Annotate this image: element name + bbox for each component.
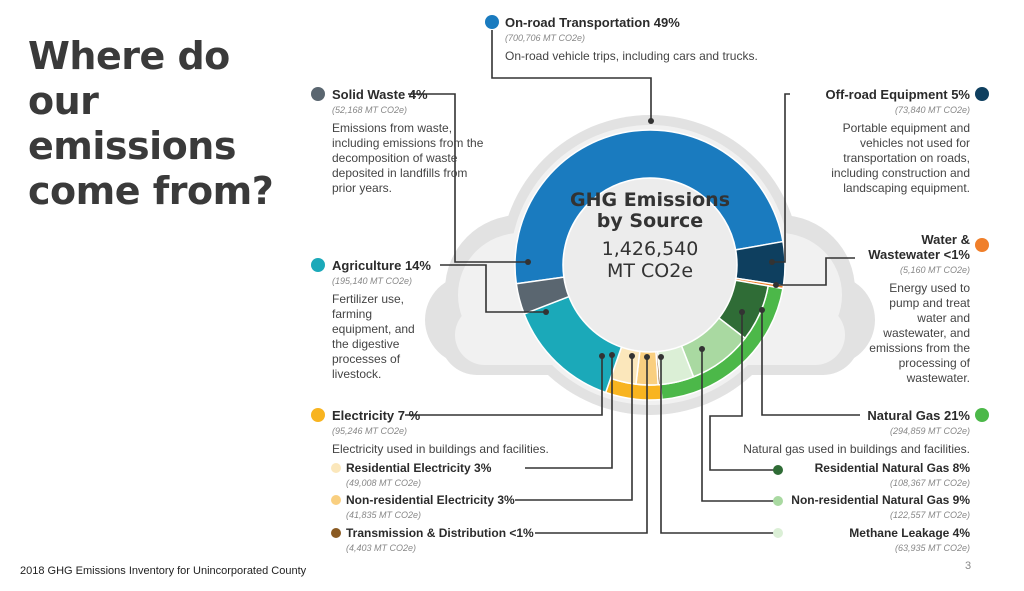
slide-title: Where do our emissions come from? bbox=[28, 34, 274, 213]
water-legend-dot bbox=[975, 238, 989, 252]
nonres-ng-dot bbox=[773, 496, 783, 506]
donut-center-label: GHG Emissions by Source 1,426,540 MT CO2… bbox=[570, 189, 731, 283]
offroad-desc: Portable equipment and vehicles not used… bbox=[831, 121, 970, 195]
res-ng-dot bbox=[773, 465, 783, 475]
agriculture-label: Agriculture 14% bbox=[332, 258, 431, 273]
methane-dot bbox=[773, 528, 783, 538]
solidwaste-label: Solid Waste 4% bbox=[332, 87, 428, 102]
center-unit: MT CO2e bbox=[606, 260, 694, 282]
td-amount: (4,403 MT CO2e) bbox=[346, 543, 417, 553]
water-amount: (5,160 MT CO2e) bbox=[899, 265, 970, 275]
agriculture-desc: Fertilizer use, farming equipment, and t… bbox=[332, 292, 415, 381]
electricity-legend-dot bbox=[311, 408, 325, 422]
water-desc: Energy used to pump and treat water and … bbox=[869, 281, 970, 385]
res-elec-dot bbox=[331, 463, 341, 473]
offroad-amount: (73,840 MT CO2e) bbox=[894, 105, 970, 115]
solidwaste-legend-dot bbox=[311, 87, 325, 101]
res-ng-label: Residential Natural Gas 8% bbox=[814, 461, 970, 475]
res-elec-label: Residential Electricity 3% bbox=[346, 461, 492, 475]
nonres-elec-amount: (41,835 MT CO2e) bbox=[346, 510, 422, 520]
offroad-legend-dot bbox=[975, 87, 989, 101]
electricity-amount: (95,246 MT CO2e) bbox=[332, 426, 408, 436]
donut-center bbox=[564, 179, 736, 351]
natgas-desc: Natural gas used in buildings and facili… bbox=[743, 442, 970, 456]
methane-amount: (63,935 MT CO2e) bbox=[894, 543, 970, 553]
nonres-elec-dot bbox=[331, 495, 341, 505]
onroad-desc: On-road vehicle trips, including cars an… bbox=[505, 49, 758, 63]
offroad-label: Off-road Equipment 5% bbox=[825, 87, 970, 102]
methane-label: Methane Leakage 4% bbox=[849, 526, 970, 540]
solidwaste-desc: Emissions from waste, including emission… bbox=[332, 121, 484, 195]
agriculture-legend-dot bbox=[311, 258, 325, 272]
electricity-desc: Electricity used in buildings and facili… bbox=[332, 442, 549, 456]
nonres-elec-label: Non-residential Electricity 3% bbox=[346, 493, 515, 507]
natgas-legend-dot bbox=[975, 408, 989, 422]
res-ng-amount: (108,367 MT CO2e) bbox=[889, 478, 970, 488]
water-label: Water & Wastewater <1% bbox=[868, 232, 970, 262]
onroad-legend-dot bbox=[485, 15, 499, 29]
nonres-ng-amount: (122,557 MT CO2e) bbox=[889, 510, 970, 520]
onroad-label: On-road Transportation 49% bbox=[505, 15, 680, 30]
nonres-ng-label: Non-residential Natural Gas 9% bbox=[791, 493, 970, 507]
solidwaste-amount: (52,168 MT CO2e) bbox=[332, 105, 408, 115]
onroad-segment bbox=[514, 129, 784, 285]
page-number: 3 bbox=[965, 560, 972, 572]
natgas-amount: (294,859 MT CO2e) bbox=[889, 426, 970, 436]
slide-footer: 2018 GHG Emissions Inventory for Unincor… bbox=[20, 565, 307, 577]
center-total: 1,426,540 bbox=[601, 238, 699, 260]
natgas-label: Natural Gas 21% bbox=[867, 408, 970, 423]
center-title: GHG Emissions by Source bbox=[570, 189, 731, 232]
td-label: Transmission & Distribution <1% bbox=[346, 526, 534, 540]
connector-lines bbox=[405, 30, 860, 534]
agriculture-amount: (195,140 MT CO2e) bbox=[332, 276, 413, 286]
td-dot bbox=[331, 528, 341, 538]
res-elec-amount: (49,008 MT CO2e) bbox=[346, 478, 422, 488]
connector-dots bbox=[525, 118, 779, 360]
onroad-amount: (700,706 MT CO2e) bbox=[505, 33, 586, 43]
solidwaste-segment bbox=[515, 276, 570, 315]
electricity-label: Electricity 7 % bbox=[332, 408, 421, 423]
